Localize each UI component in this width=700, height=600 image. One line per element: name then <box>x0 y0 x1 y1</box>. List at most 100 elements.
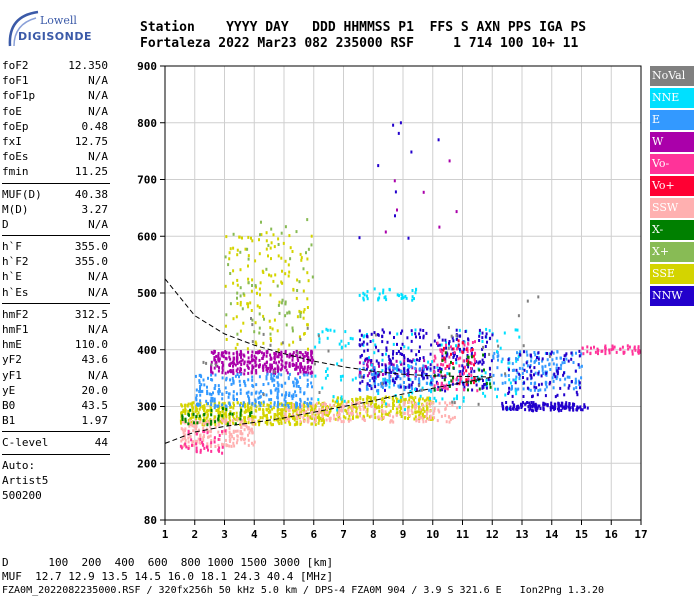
echo-point <box>493 351 496 355</box>
echo-point <box>229 412 232 416</box>
echo-point <box>552 386 555 390</box>
echo-point <box>496 339 499 343</box>
echo-point <box>347 412 350 415</box>
echo-point <box>247 396 250 400</box>
echo-point <box>220 353 223 357</box>
echo-point <box>564 377 567 381</box>
echo-point <box>529 354 532 358</box>
echo-point <box>481 358 484 362</box>
echo-point <box>334 400 337 404</box>
echo-point <box>437 373 440 377</box>
echo-point <box>322 417 325 421</box>
echo-point <box>210 396 213 400</box>
echo-point <box>221 418 223 422</box>
echo-point <box>240 352 243 356</box>
echo-point <box>350 405 353 409</box>
echo-point <box>508 368 510 372</box>
echo-point <box>466 383 469 387</box>
echo-point <box>380 415 383 419</box>
echo-point <box>225 408 228 411</box>
echo-point <box>370 387 373 391</box>
echo-point <box>631 352 634 356</box>
echo-point <box>210 439 213 443</box>
echo-point <box>411 405 414 409</box>
echo-point <box>505 406 508 410</box>
echo-point <box>190 416 193 420</box>
echo-point <box>553 372 556 376</box>
echo-point <box>423 399 426 403</box>
echo-point <box>224 438 227 442</box>
echo-point <box>604 352 607 356</box>
echo-point <box>318 418 321 422</box>
echo-point <box>285 391 288 395</box>
echo-point <box>464 330 467 333</box>
echo-point <box>562 358 565 361</box>
echo-point <box>336 410 339 414</box>
echo-point <box>234 346 237 350</box>
echo-point <box>322 421 325 425</box>
echo-point <box>262 400 265 404</box>
echo-cluster <box>384 159 458 234</box>
echo-point <box>351 414 354 418</box>
echo-point <box>382 330 385 334</box>
echo-point <box>213 436 216 440</box>
echo-point <box>507 374 510 377</box>
echo-point <box>228 421 231 425</box>
echo-point <box>209 422 212 426</box>
echo-point <box>192 401 195 405</box>
echo-point <box>408 414 411 418</box>
echo-point <box>410 383 413 387</box>
echo-point <box>291 408 294 412</box>
echo-point <box>445 354 448 358</box>
echo-point <box>239 366 242 370</box>
echo-point <box>377 383 380 387</box>
echo-point <box>507 358 510 362</box>
echo-point <box>496 395 498 399</box>
echo-point <box>439 348 442 352</box>
echo-point <box>276 329 279 333</box>
echo-point <box>634 348 637 352</box>
echo-point <box>422 408 425 411</box>
echo-point <box>450 352 452 356</box>
echo-point <box>232 379 235 383</box>
echo-point <box>451 362 454 365</box>
legend-item-vo: Vo- <box>650 154 694 174</box>
echo-point <box>542 406 545 410</box>
echo-point <box>230 382 233 386</box>
echo-point <box>501 357 504 361</box>
echo-point <box>362 398 365 402</box>
echo-point <box>414 388 416 392</box>
echo-point <box>265 247 268 251</box>
echo-point <box>583 405 586 409</box>
echo-point <box>533 385 536 389</box>
echo-point <box>236 342 239 346</box>
echo-point <box>399 377 402 381</box>
separator <box>2 453 110 455</box>
echo-point <box>466 374 469 378</box>
echo-point <box>421 369 424 373</box>
echo-point <box>299 312 302 316</box>
echo-point <box>535 386 538 390</box>
echo-point <box>550 352 552 356</box>
echo-point <box>219 413 222 417</box>
echo-point <box>297 372 300 376</box>
echo-point <box>550 401 553 405</box>
echo-point <box>277 389 280 393</box>
echo-point <box>481 369 484 373</box>
echo-point <box>248 431 251 435</box>
echo-point <box>272 371 275 375</box>
echo-point <box>298 335 301 339</box>
param-row-fof1p: foF1p N/A <box>2 88 110 103</box>
echo-point <box>372 339 375 343</box>
echo-point <box>325 327 328 331</box>
echo-point <box>203 404 206 408</box>
echo-point <box>427 360 430 364</box>
echo-point <box>359 371 362 374</box>
model-curves <box>164 278 493 444</box>
echo-point <box>254 321 257 325</box>
echo-point <box>273 403 276 407</box>
echo-point <box>241 307 244 311</box>
echo-point <box>281 410 284 414</box>
echo-point <box>359 381 362 385</box>
echo-point <box>387 403 390 407</box>
